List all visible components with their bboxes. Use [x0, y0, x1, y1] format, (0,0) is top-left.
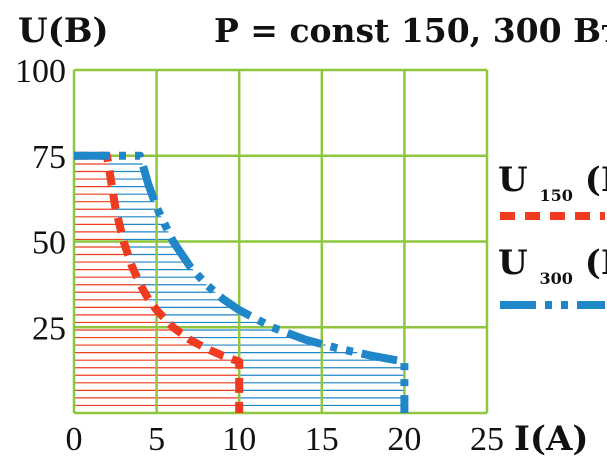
- x-axis-label: I(A): [514, 419, 588, 458]
- legend-u300-prefix: U: [498, 243, 528, 283]
- series-line-u300: [74, 151, 409, 413]
- series-line-u150: [74, 151, 244, 413]
- x-tick-label: 10: [222, 421, 256, 458]
- y-tick-label: 50: [32, 225, 66, 262]
- x-tick-label: 0: [66, 421, 83, 458]
- x-tick-label: 5: [148, 421, 165, 458]
- hatch-region-150: [74, 155, 240, 413]
- y-axis-label: U(B): [18, 11, 109, 51]
- y-tick-label: 100: [15, 53, 66, 90]
- x-tick-label: 15: [305, 421, 339, 458]
- x-tick-label: 25: [470, 421, 504, 458]
- y-tick-label: 25: [32, 310, 66, 347]
- legend: U 150 (I) U 300 (I): [498, 160, 607, 309]
- grid-lines: [72, 68, 489, 415]
- x-tick-labels: 0 5 10 15 20 25: [66, 421, 505, 458]
- legend-u300-sub: 300: [540, 269, 573, 288]
- legend-u150-prefix: U: [498, 160, 528, 200]
- chart-title: P = const 150, 300 Вт: [214, 11, 607, 50]
- legend-u150-suffix: (I): [585, 160, 607, 200]
- legend-entry-u300: U 300 (I): [498, 243, 607, 293]
- legend-u300-suffix: (I): [585, 243, 607, 283]
- legend-u150-sub: 150: [540, 186, 573, 205]
- x-tick-label: 20: [387, 421, 421, 458]
- y-tick-labels: 25 50 75 100: [15, 53, 66, 347]
- legend-entry-u150: U 150 (I): [498, 160, 607, 210]
- y-tick-label: 75: [32, 139, 66, 176]
